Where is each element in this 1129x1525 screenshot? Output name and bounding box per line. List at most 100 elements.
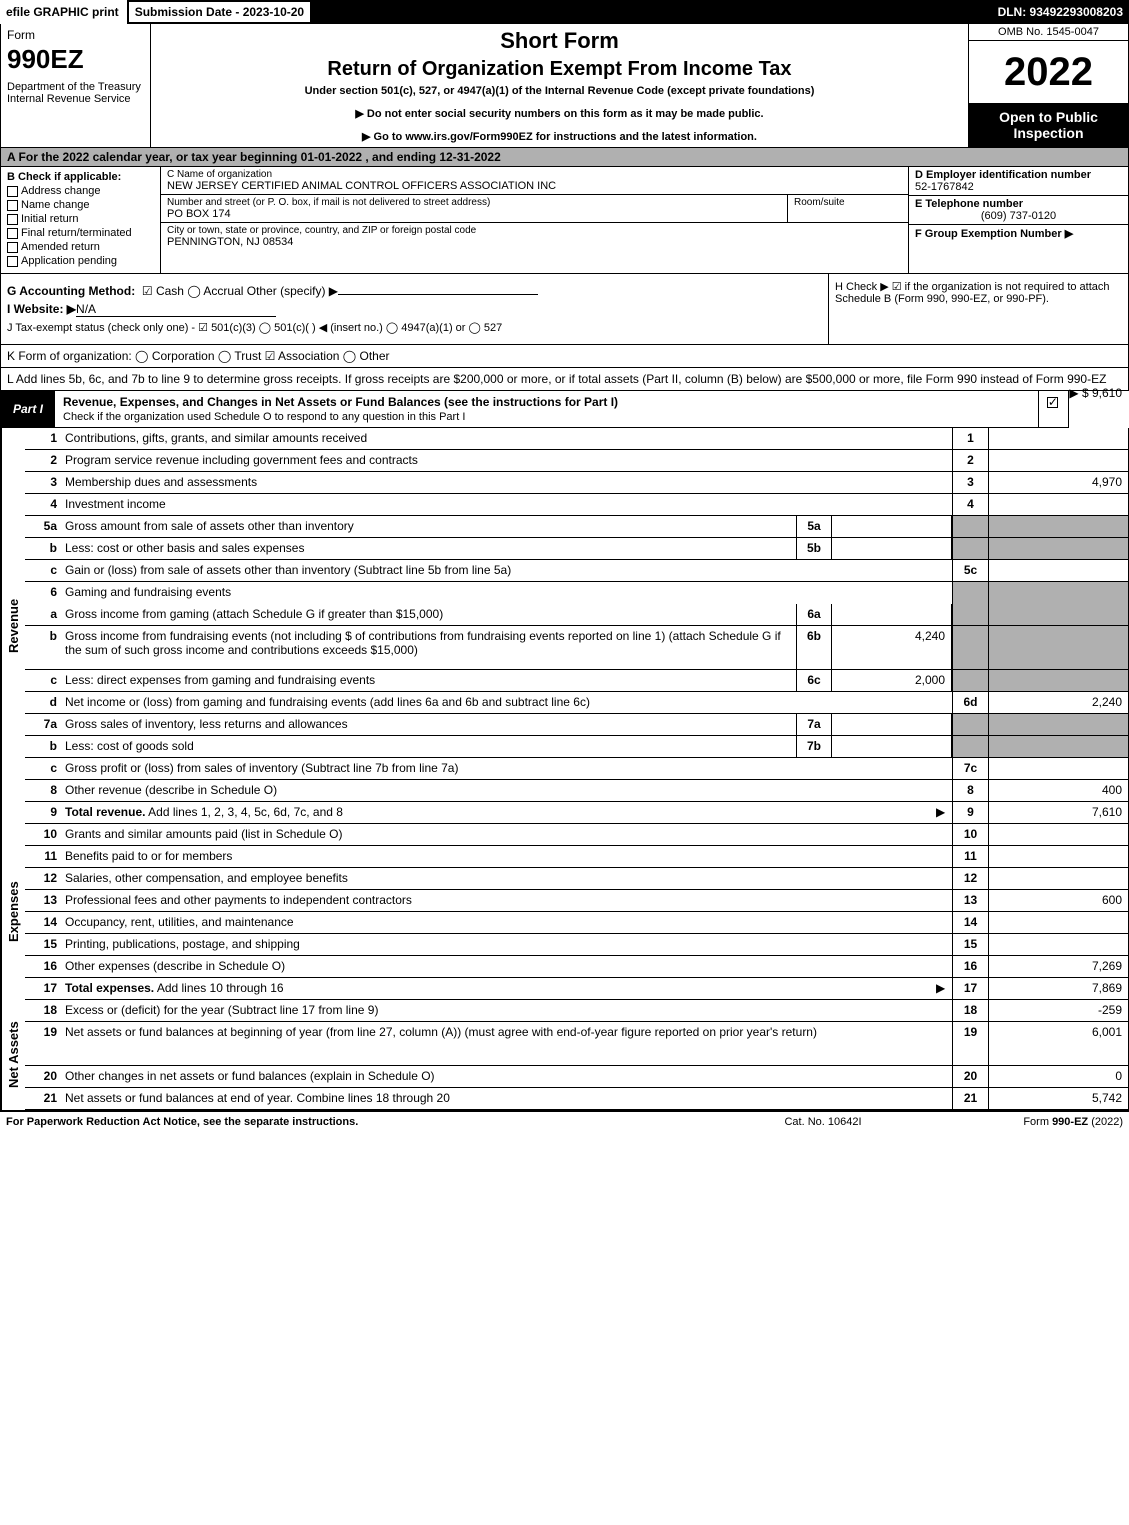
chk-address-change[interactable]: Address change xyxy=(7,185,154,197)
part-i-title: Revenue, Expenses, and Changes in Net As… xyxy=(63,395,618,409)
footer-center: Cat. No. 10642I xyxy=(723,1116,923,1128)
vertical-label: Revenue xyxy=(1,428,25,824)
chk-pending[interactable]: Application pending xyxy=(7,255,154,267)
note-2: ▶ Go to www.irs.gov/Form990EZ for instru… xyxy=(161,130,958,143)
line-17: 17Total expenses. Add lines 10 through 1… xyxy=(25,978,1128,1000)
value-6b xyxy=(988,626,1128,669)
section-net-assets: Net Assets18Excess or (deficit) for the … xyxy=(0,1000,1129,1111)
submission-date: Submission Date - 2023-10-20 xyxy=(127,0,312,24)
note-1: ▶ Do not enter social security numbers o… xyxy=(161,107,958,120)
c-city: PENNINGTON, NJ 08534 xyxy=(167,236,902,248)
section-expenses: Expenses10Grants and similar amounts pai… xyxy=(0,824,1129,1000)
value-7b xyxy=(988,736,1128,757)
value-10 xyxy=(988,824,1128,845)
line-5b: bLess: cost or other basis and sales exp… xyxy=(25,538,1128,560)
tax-year: 2022 xyxy=(969,41,1128,103)
line-6d: dNet income or (loss) from gaming and fu… xyxy=(25,692,1128,714)
value-6a xyxy=(988,604,1128,625)
vertical-label: Expenses xyxy=(1,824,25,1000)
value-6c xyxy=(988,670,1128,691)
l-amount: ▶ $ 9,610 xyxy=(1069,386,1122,400)
subtitle: Under section 501(c), 527, or 4947(a)(1)… xyxy=(161,85,958,97)
line-11: 11Benefits paid to or for members11 xyxy=(25,846,1128,868)
value-11 xyxy=(988,846,1128,867)
value-19: 6,001 xyxy=(988,1022,1128,1065)
dept-label: Department of the Treasury Internal Reve… xyxy=(7,81,144,105)
footer-left: For Paperwork Reduction Act Notice, see … xyxy=(6,1116,723,1128)
i-label: I Website: ▶ xyxy=(7,302,76,316)
line-6: 6Gaming and fundraising events xyxy=(25,582,1128,604)
form-label: Form xyxy=(7,28,144,42)
part-i-checkbox[interactable] xyxy=(1038,391,1068,427)
footer: For Paperwork Reduction Act Notice, see … xyxy=(0,1111,1129,1132)
part-i-sub: Check if the organization used Schedule … xyxy=(63,411,465,423)
line-1: 1Contributions, gifts, grants, and simil… xyxy=(25,428,1128,450)
g-label: G Accounting Method: xyxy=(7,284,135,298)
f-label: F Group Exemption Number ▶ xyxy=(915,228,1073,240)
value-7c xyxy=(988,758,1128,779)
c-name-label: C Name of organization xyxy=(167,169,902,180)
open-inspection: Open to Public Inspection xyxy=(969,103,1128,147)
header-center: Short Form Return of Organization Exempt… xyxy=(151,24,968,147)
line-21: 21Net assets or fund balances at end of … xyxy=(25,1088,1128,1110)
value-18: -259 xyxy=(988,1000,1128,1021)
line-8: 8Other revenue (describe in Schedule O)8… xyxy=(25,780,1128,802)
section-b: B Check if applicable: Address change Na… xyxy=(1,167,161,273)
row-l: L Add lines 5b, 6c, and 7b to line 9 to … xyxy=(0,368,1129,391)
line-7a: 7aGross sales of inventory, less returns… xyxy=(25,714,1128,736)
line-6c: cLess: direct expenses from gaming and f… xyxy=(25,670,1128,692)
short-form-title: Short Form xyxy=(161,28,958,54)
line-7b: bLess: cost of goods sold7b xyxy=(25,736,1128,758)
chk-name-change[interactable]: Name change xyxy=(7,199,154,211)
line-5c: cGain or (loss) from sale of assets othe… xyxy=(25,560,1128,582)
b-label: B Check if applicable: xyxy=(7,171,121,183)
chk-initial-return[interactable]: Initial return xyxy=(7,213,154,225)
c-street-label: Number and street (or P. O. box, if mail… xyxy=(167,197,781,208)
line-16: 16Other expenses (describe in Schedule O… xyxy=(25,956,1128,978)
e-phone: (609) 737-0120 xyxy=(915,210,1122,222)
value-4 xyxy=(988,494,1128,515)
line-18: 18Excess or (deficit) for the year (Subt… xyxy=(25,1000,1128,1022)
vertical-label: Net Assets xyxy=(1,1000,25,1110)
row-a: A For the 2022 calendar year, or tax yea… xyxy=(0,148,1129,167)
efile-label[interactable]: efile GRAPHIC print xyxy=(0,0,127,24)
line-2: 2Program service revenue including gover… xyxy=(25,450,1128,472)
value-13: 600 xyxy=(988,890,1128,911)
h-box: H Check ▶ ☑ if the organization is not r… xyxy=(828,274,1128,344)
value-1 xyxy=(988,428,1128,449)
header-right: OMB No. 1545-0047 2022 Open to Public In… xyxy=(968,24,1128,147)
arrow-icon xyxy=(932,978,952,999)
line-19: 19Net assets or fund balances at beginni… xyxy=(25,1022,1128,1066)
top-bar: efile GRAPHIC print Submission Date - 20… xyxy=(0,0,1129,24)
form-number: 990EZ xyxy=(7,44,144,75)
e-label: E Telephone number xyxy=(915,198,1023,210)
line-9: 9Total revenue. Add lines 1, 2, 3, 4, 5c… xyxy=(25,802,1128,824)
value-16: 7,269 xyxy=(988,956,1128,977)
footer-right: Form Form 990-EZ (2022)990-EZ (2022) xyxy=(923,1116,1123,1128)
line-12: 12Salaries, other compensation, and empl… xyxy=(25,868,1128,890)
chk-final-return[interactable]: Final return/terminated xyxy=(7,227,154,239)
value-21: 5,742 xyxy=(988,1088,1128,1109)
value-5c xyxy=(988,560,1128,581)
value-5b xyxy=(988,538,1128,559)
l-text: L Add lines 5b, 6c, and 7b to line 9 to … xyxy=(7,372,1106,386)
value-12 xyxy=(988,868,1128,889)
value-6d: 2,240 xyxy=(988,692,1128,713)
chk-amended[interactable]: Amended return xyxy=(7,241,154,253)
form-header: Form 990EZ Department of the Treasury In… xyxy=(0,24,1129,148)
omb-number: OMB No. 1545-0047 xyxy=(969,24,1128,41)
value-5a xyxy=(988,516,1128,537)
value-6 xyxy=(988,582,1128,604)
line-6b: bGross income from fundraising events (n… xyxy=(25,626,1128,670)
line-5a: 5aGross amount from sale of assets other… xyxy=(25,516,1128,538)
part-i-header: Part I Revenue, Expenses, and Changes in… xyxy=(0,391,1069,428)
d-ein: 52-1767842 xyxy=(915,181,974,193)
i-website: N/A xyxy=(76,302,276,317)
row-k: K Form of organization: ◯ Corporation ◯ … xyxy=(0,345,1129,368)
c-room-label: Room/suite xyxy=(788,195,908,222)
form-title: Return of Organization Exempt From Incom… xyxy=(161,58,958,81)
line-7c: cGross profit or (loss) from sales of in… xyxy=(25,758,1128,780)
line-20: 20Other changes in net assets or fund ba… xyxy=(25,1066,1128,1088)
section-revenue: Revenue1Contributions, gifts, grants, an… xyxy=(0,428,1129,824)
section-def: D Employer identification number 52-1767… xyxy=(908,167,1128,273)
